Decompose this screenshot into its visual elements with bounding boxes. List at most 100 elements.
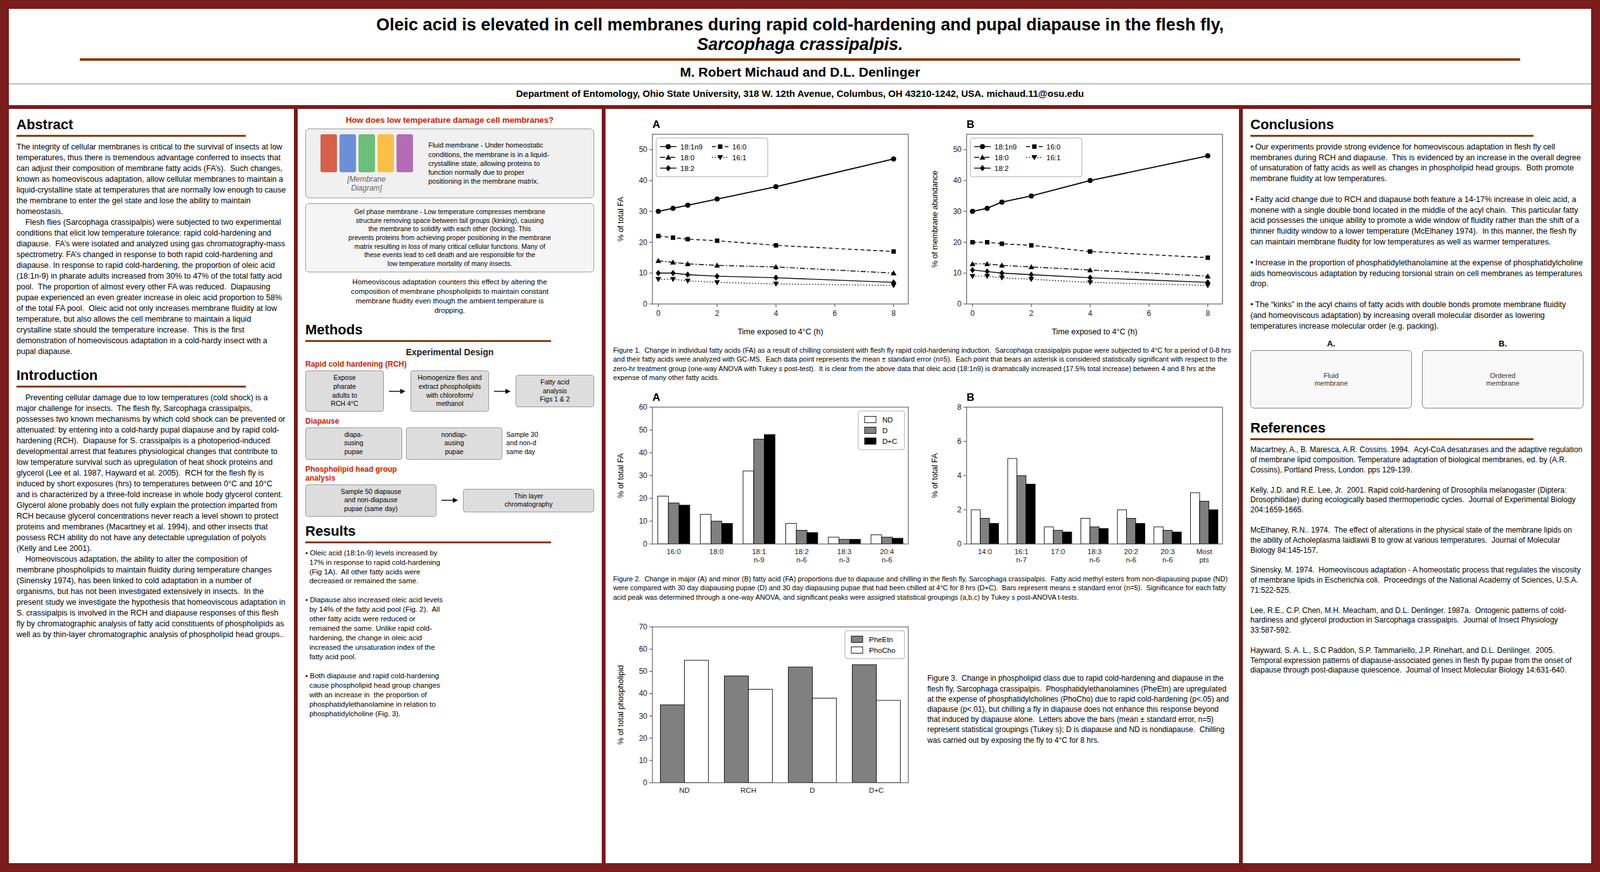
y-tick-label: 0: [642, 299, 648, 309]
y-tick-label: 60: [639, 644, 648, 654]
y-tick-label: 60: [639, 402, 648, 412]
text-line: n-6: [796, 556, 807, 564]
homeoviscous-text: Homeoviscous adaptation counters this ef…: [305, 277, 595, 316]
series-line: [658, 158, 894, 212]
y-tick-label: 30: [953, 207, 963, 216]
y-tick-label: 20: [639, 494, 648, 503]
x-tick-label: 6: [832, 309, 838, 318]
y-tick: [649, 782, 653, 784]
method-box: diapa- susing pupae: [305, 427, 403, 460]
marker: [715, 238, 720, 244]
series-line: [658, 236, 894, 252]
x-tick: [1148, 304, 1150, 308]
figure-row: 010203040506070NDRCHDD+C% of total phosp…: [613, 608, 1232, 811]
method-box: Expose pharate adults to RCH 4°C: [305, 370, 384, 412]
marker: [670, 205, 676, 211]
marker: [774, 243, 779, 248]
y-tick: [649, 627, 653, 628]
y-tick-label: 10: [639, 268, 648, 278]
y-tick: [963, 544, 967, 545]
diagram-box: Fluid membrane: [1250, 350, 1412, 409]
y-tick-label: 50: [639, 425, 648, 435]
legend-box: [858, 411, 905, 450]
legend-label: 18:1n9: [994, 143, 1017, 151]
method-label: Phospholipid head group analysis: [305, 464, 595, 483]
y-axis-label: % of total FA: [616, 452, 626, 499]
section-underline: [305, 340, 552, 343]
plot-frame: [652, 134, 909, 305]
x-tick-label: 4: [774, 309, 779, 318]
caption: Figure 3. Change in phospholipid class d…: [927, 673, 1232, 745]
marker: [685, 271, 691, 279]
y-tick-label: 0: [957, 539, 962, 549]
y-tick: [649, 521, 653, 522]
method-box: Homogenize flies and extract phospholipi…: [410, 370, 489, 412]
chart-title: B: [966, 118, 975, 131]
y-axis-label: % of membrane abundance: [930, 170, 940, 268]
diagram-box: Ordered membrane: [1422, 350, 1584, 409]
bar: [1016, 475, 1026, 545]
y-tick: [649, 180, 653, 182]
y-tick: [649, 304, 653, 305]
y-tick-label: 10: [639, 516, 648, 526]
y-tick: [649, 452, 653, 454]
legend: 18:1n916:018:016:118:2: [656, 138, 768, 177]
legend-label: PhoCho: [869, 646, 896, 655]
x-tick-label: 18:3n-6: [1087, 547, 1102, 564]
figure-row: 0102030405002468A% of total FATime expos…: [613, 115, 1232, 344]
y-tick-label: 40: [639, 176, 648, 185]
bar: [788, 666, 813, 783]
text-line: n-6: [881, 556, 893, 564]
method-row: diapa- susing pupaenondiap- ausing pupae…: [305, 427, 595, 460]
membrane-bar: [339, 134, 356, 173]
y-tick-label: 8: [957, 402, 962, 412]
x-tick-label: 16:0: [666, 547, 681, 556]
legend-label: ND: [882, 416, 894, 424]
diagram-label: A.: [1250, 338, 1412, 349]
section-underline: [16, 134, 246, 137]
marker: [655, 277, 662, 283]
legend-swatch: [864, 416, 877, 424]
section-underline: [305, 541, 552, 544]
marker: [891, 249, 896, 254]
membrane-box: [Membrane Diagram]Fluid membrane - Under…: [305, 128, 595, 199]
bar: [660, 704, 685, 783]
y-tick: [963, 407, 967, 408]
method-row: Expose pharate adults to RCH 4°C Homogeni…: [305, 370, 595, 412]
marker: [999, 269, 1005, 277]
chart-title: A: [652, 118, 661, 131]
x-axis-label: Time exposed to 4°C (h): [1051, 327, 1137, 337]
x-tick-label: 8: [1205, 309, 1210, 318]
conclusions-text: • Our experiments provide strong evidenc…: [1250, 141, 1584, 332]
marker: [670, 269, 676, 277]
y-tick: [649, 241, 653, 243]
y-tick: [649, 671, 653, 673]
text-line: 20:3: [1160, 547, 1175, 556]
marker: [984, 205, 991, 211]
marker: [1205, 255, 1210, 260]
bar: [1080, 518, 1090, 545]
affiliation: Department of Entomology, Ohio State Uni…: [516, 88, 1085, 99]
y-tick-label: 30: [639, 471, 648, 481]
y-tick-label: 50: [639, 666, 648, 676]
diagram-text: Ordered membrane: [1485, 371, 1520, 388]
marker: [998, 262, 1005, 268]
x-tick-label: 18:1n-9: [751, 547, 766, 564]
bar: [711, 521, 723, 545]
legend: NDDD+C: [858, 411, 905, 450]
bar: [753, 439, 765, 545]
y-tick-label: 50: [953, 145, 963, 154]
marker: [891, 156, 897, 162]
marker: [773, 274, 779, 282]
marker: [1088, 249, 1093, 254]
x-tick-label: 0: [970, 309, 975, 318]
chart: 010203040506070NDRCHDD+C% of total phosp…: [613, 608, 918, 811]
bar: [980, 518, 990, 545]
membrane-bar: [396, 134, 413, 173]
x-tick-label: ND: [679, 786, 690, 795]
fluid-text: Fluid membrane - Under homeostatic condi…: [428, 140, 589, 186]
bar: [679, 505, 690, 545]
series-line: [658, 260, 894, 274]
references-text: Macartney, A., B. Maresca, A.R. Cossins.…: [1250, 445, 1584, 676]
chart-title: A: [652, 391, 661, 404]
